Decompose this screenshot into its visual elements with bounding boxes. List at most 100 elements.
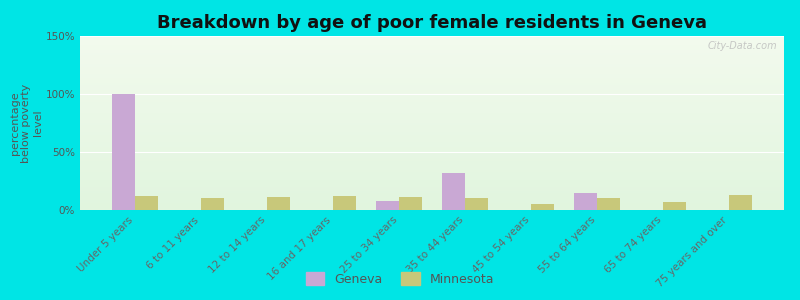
Bar (80, 102, 784, 104)
Bar (80, 100, 784, 102)
Bar (80, 186, 784, 188)
Legend: Geneva, Minnesota: Geneva, Minnesota (301, 267, 499, 291)
Bar (80, 60, 784, 62)
Bar (80, 139, 784, 140)
Bar (80, 167, 784, 168)
Bar (80, 104, 784, 106)
Bar (80, 188, 784, 189)
Bar (80, 86, 784, 88)
Bar (80, 160, 784, 161)
Bar (80, 121, 784, 123)
Bar (80, 198, 784, 200)
Bar (80, 153, 784, 154)
Bar (80, 111, 784, 112)
Bar (80, 46, 784, 48)
Bar (442, 173, 465, 210)
Bar (80, 132, 784, 134)
Bar (80, 36, 784, 38)
Bar (80, 184, 784, 186)
Bar (531, 204, 554, 210)
Bar (729, 195, 752, 210)
Bar (80, 154, 784, 156)
Bar (465, 198, 488, 210)
Bar (80, 156, 784, 158)
Bar (80, 149, 784, 151)
Bar (80, 90, 784, 92)
Bar (80, 78, 784, 80)
Bar (80, 179, 784, 180)
Bar (80, 127, 784, 128)
Bar (80, 112, 784, 114)
Bar (112, 94, 135, 210)
Bar (80, 107, 784, 109)
Bar (80, 116, 784, 118)
Bar (80, 203, 784, 205)
Bar (80, 74, 784, 76)
Bar (80, 201, 784, 203)
Bar (80, 189, 784, 191)
Bar (80, 52, 784, 53)
Bar (80, 173, 784, 175)
Bar (80, 53, 784, 55)
Bar (80, 144, 784, 146)
Bar (80, 50, 784, 52)
Bar (80, 83, 784, 85)
Bar (80, 135, 784, 137)
Bar (80, 109, 784, 111)
Bar (80, 177, 784, 179)
Bar (80, 85, 784, 86)
Bar (80, 165, 784, 167)
Bar (376, 201, 399, 210)
Bar (80, 58, 784, 60)
Bar (80, 196, 784, 198)
Bar (80, 182, 784, 184)
Bar (80, 62, 784, 64)
Bar (80, 76, 784, 78)
Bar (80, 73, 784, 74)
Bar (80, 38, 784, 40)
Bar (80, 67, 784, 69)
Title: Breakdown by age of poor female residents in Geneva: Breakdown by age of poor female resident… (157, 14, 707, 32)
Bar (80, 142, 784, 144)
Bar (80, 161, 784, 163)
Bar (80, 55, 784, 57)
Bar (80, 97, 784, 99)
Bar (80, 93, 784, 95)
Bar (597, 198, 620, 210)
Bar (80, 137, 784, 139)
Bar (333, 196, 356, 210)
Bar (80, 175, 784, 177)
Bar (574, 193, 597, 210)
Bar (80, 191, 784, 193)
Bar (80, 81, 784, 83)
Bar (80, 170, 784, 172)
Y-axis label: percentage
below poverty
level: percentage below poverty level (10, 83, 42, 163)
Bar (80, 146, 784, 147)
Bar (80, 180, 784, 182)
Bar (80, 92, 784, 93)
Bar (80, 114, 784, 116)
Bar (80, 125, 784, 127)
Bar (80, 128, 784, 130)
Bar (80, 206, 784, 208)
Bar (80, 69, 784, 71)
Bar (201, 198, 224, 210)
Bar (267, 197, 290, 210)
Bar (80, 99, 784, 100)
Bar (80, 40, 784, 41)
Bar (80, 119, 784, 121)
Bar (80, 130, 784, 132)
Bar (80, 140, 784, 142)
Bar (80, 57, 784, 58)
Bar (80, 95, 784, 97)
Bar (80, 134, 784, 135)
Bar (80, 45, 784, 46)
Bar (663, 202, 686, 210)
Bar (80, 71, 784, 73)
Bar (80, 151, 784, 153)
Bar (80, 48, 784, 50)
Bar (80, 200, 784, 201)
Bar (399, 197, 422, 210)
Bar (80, 64, 784, 66)
Bar (80, 88, 784, 90)
